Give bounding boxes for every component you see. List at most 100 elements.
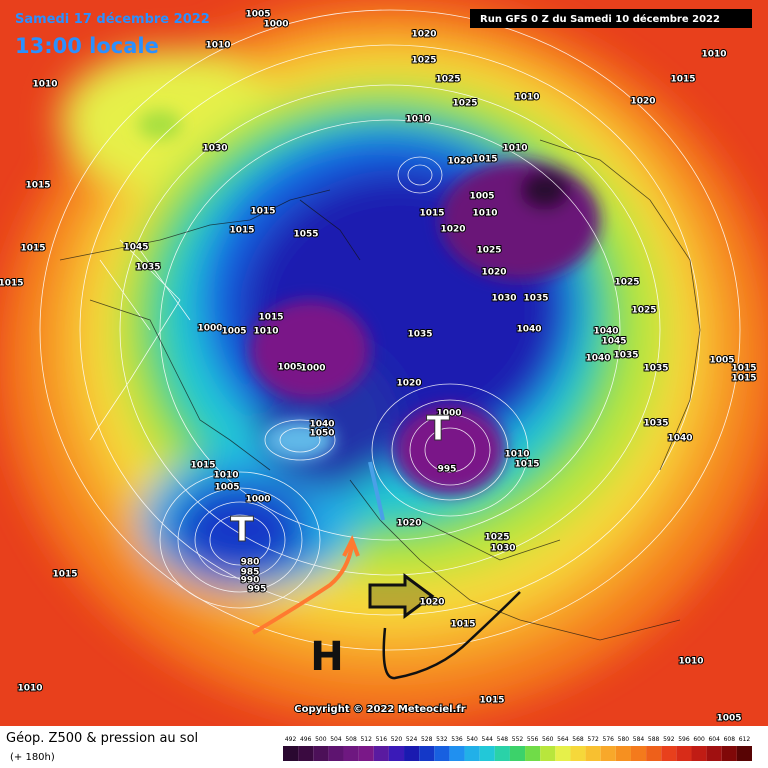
- pressure-label: 1030: [490, 544, 515, 554]
- scale-label: 492: [285, 736, 297, 743]
- pressure-label: 1020: [396, 379, 421, 389]
- pressure-label: 1025: [452, 99, 477, 109]
- forecast-date: Samedi 17 décembre 2022: [15, 12, 210, 27]
- scale-label: 500: [315, 736, 327, 743]
- scale-swatch: [298, 746, 314, 761]
- pressure-label: 1040: [585, 354, 610, 364]
- pressure-label: 1015: [52, 570, 77, 580]
- pressure-label: 1025: [484, 533, 509, 543]
- pressure-label: 1045: [123, 243, 148, 253]
- pressure-label: 1035: [613, 351, 638, 361]
- scale-swatch: [570, 746, 586, 761]
- pressure-label: 1005: [221, 327, 246, 337]
- scale-swatch: [449, 746, 465, 761]
- pressure-label: 1040: [516, 325, 541, 335]
- scale-label: 528: [421, 736, 433, 743]
- pressure-label: 1005: [214, 483, 239, 493]
- scale-label: 576: [603, 736, 615, 743]
- scale-swatch: [646, 746, 662, 761]
- scale-swatch: [328, 746, 344, 761]
- pressure-label: 1015: [731, 364, 756, 374]
- scale-label: 556: [527, 736, 539, 743]
- warm-flow-arrow: [251, 544, 354, 635]
- pressure-label: 1015: [731, 374, 756, 384]
- pressure-label: 1020: [440, 225, 465, 235]
- scale-label: 568: [572, 736, 584, 743]
- pressure-label: 985: [241, 568, 260, 578]
- pressure-label: 1005: [716, 714, 741, 724]
- scale-label: 508: [345, 736, 357, 743]
- scale-swatch: [736, 746, 752, 761]
- pressure-label: 1035: [135, 263, 160, 273]
- pressure-label: 1010: [213, 471, 238, 481]
- pressure-label: 1030: [491, 294, 516, 304]
- pressure-label: 1005: [709, 356, 734, 366]
- pressure-label: 1010: [205, 41, 230, 51]
- pressure-label: 1010: [504, 450, 529, 460]
- footer-title: Géop. Z500 & pression au sol: [6, 731, 198, 746]
- scale-swatch: [509, 746, 526, 761]
- run-label: Run GFS 0 Z du Samedi 10 décembre 2022: [480, 13, 720, 25]
- scale-swatch: [494, 746, 510, 761]
- pressure-label: 1010: [32, 80, 57, 90]
- pressure-label: 1020: [419, 598, 444, 608]
- scale-label: 548: [497, 736, 509, 743]
- scale-swatch: [540, 746, 556, 761]
- scale-label: 504: [330, 736, 342, 743]
- pressure-label: 1000: [263, 20, 288, 30]
- ridge-curve: [382, 591, 521, 680]
- scale-swatch: [313, 746, 329, 761]
- pressure-label: 1005: [245, 10, 270, 20]
- pressure-label: 1015: [229, 226, 254, 236]
- low-marker: T: [426, 409, 450, 449]
- warm-flow-arrowhead: [342, 535, 360, 557]
- pressure-label: 1000: [245, 495, 270, 505]
- scale-label: 520: [391, 736, 403, 743]
- pressure-label: 1010: [472, 209, 497, 219]
- pressure-label: 1025: [435, 75, 460, 85]
- pressure-label: 1010: [253, 327, 278, 337]
- pressure-label: 1015: [258, 313, 283, 323]
- scale-label: 552: [512, 736, 524, 743]
- scale-swatch: [676, 746, 692, 761]
- pressure-label: 1025: [631, 306, 656, 316]
- pressure-label: 1010: [678, 657, 703, 667]
- scale-swatch: [661, 746, 677, 761]
- pressure-label: 1020: [396, 519, 421, 529]
- pressure-label: 1020: [630, 97, 655, 107]
- pressure-label: 995: [438, 465, 457, 475]
- pressure-label: 1015: [25, 181, 50, 191]
- color-scale: 492 496 500 504 508 512 516 520 524 528 532 536 540 5…: [283, 736, 752, 761]
- isobars: [39, 9, 741, 651]
- copyright: Copyright © 2022 Meteociel.fr: [294, 704, 465, 715]
- pressure-label: 1015: [514, 460, 539, 470]
- flow-arrow: [368, 573, 435, 619]
- pressure-label: 1010: [17, 684, 42, 694]
- scale-swatch: [283, 746, 299, 761]
- pressure-label: 1025: [476, 246, 501, 256]
- scale-label: 544: [482, 736, 494, 743]
- pressure-label: 1035: [643, 364, 668, 374]
- pressure-label: 1000: [300, 364, 325, 374]
- scale-swatch: [525, 746, 541, 761]
- scale-label: 584: [633, 736, 645, 743]
- pressure-label: 1000: [436, 409, 461, 419]
- forecast-time: 13:00 locale: [15, 34, 159, 58]
- pressure-label: 1015: [419, 209, 444, 219]
- scale-swatch: [691, 746, 707, 761]
- pressure-label: 1035: [643, 419, 668, 429]
- scale-label: 564: [557, 736, 569, 743]
- scale-swatch: [479, 746, 495, 761]
- scale-label: 512: [360, 736, 372, 743]
- scale-label: 608: [724, 736, 736, 743]
- pressure-label: 1015: [20, 244, 45, 254]
- scale-label: 496: [300, 736, 312, 743]
- scale-label: 604: [708, 736, 720, 743]
- pressure-label: 1010: [701, 50, 726, 60]
- pressure-label: 1040: [309, 420, 334, 430]
- pressure-label: 1035: [523, 294, 548, 304]
- pressure-label: 1045: [601, 337, 626, 347]
- pressure-label: 1015: [479, 696, 504, 706]
- scale-label: 580: [618, 736, 630, 743]
